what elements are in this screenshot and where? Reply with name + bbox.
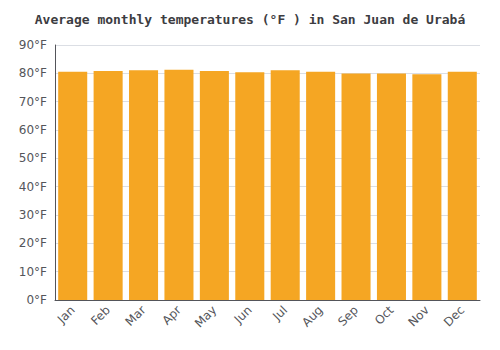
svg-text:0°F: 0°F [26, 293, 47, 307]
svg-text:Jan: Jan [54, 303, 78, 327]
svg-text:Aug: Aug [299, 303, 325, 329]
svg-text:Oct: Oct [372, 303, 397, 328]
svg-text:50°F: 50°F [19, 151, 47, 165]
svg-text:Feb: Feb [88, 303, 113, 328]
svg-text:May: May [192, 303, 219, 330]
svg-text:Nov: Nov [405, 303, 431, 329]
svg-text:Dec: Dec [441, 303, 467, 329]
svg-text:Jun: Jun [231, 303, 255, 327]
svg-text:70°F: 70°F [19, 95, 47, 109]
svg-text:20°F: 20°F [19, 236, 47, 250]
svg-text:Apr: Apr [159, 303, 184, 328]
svg-text:30°F: 30°F [19, 208, 47, 222]
svg-text:80°F: 80°F [19, 66, 47, 80]
svg-text:40°F: 40°F [19, 180, 47, 194]
svg-text:Average monthly temperatures (: Average monthly temperatures (°F ) in Sa… [35, 12, 466, 27]
svg-text:60°F: 60°F [19, 123, 47, 137]
svg-text:90°F: 90°F [19, 38, 47, 52]
svg-text:Sep: Sep [335, 303, 361, 329]
svg-text:Jul: Jul [269, 303, 290, 324]
svg-text:10°F: 10°F [19, 265, 47, 279]
svg-text:Mar: Mar [123, 303, 149, 329]
